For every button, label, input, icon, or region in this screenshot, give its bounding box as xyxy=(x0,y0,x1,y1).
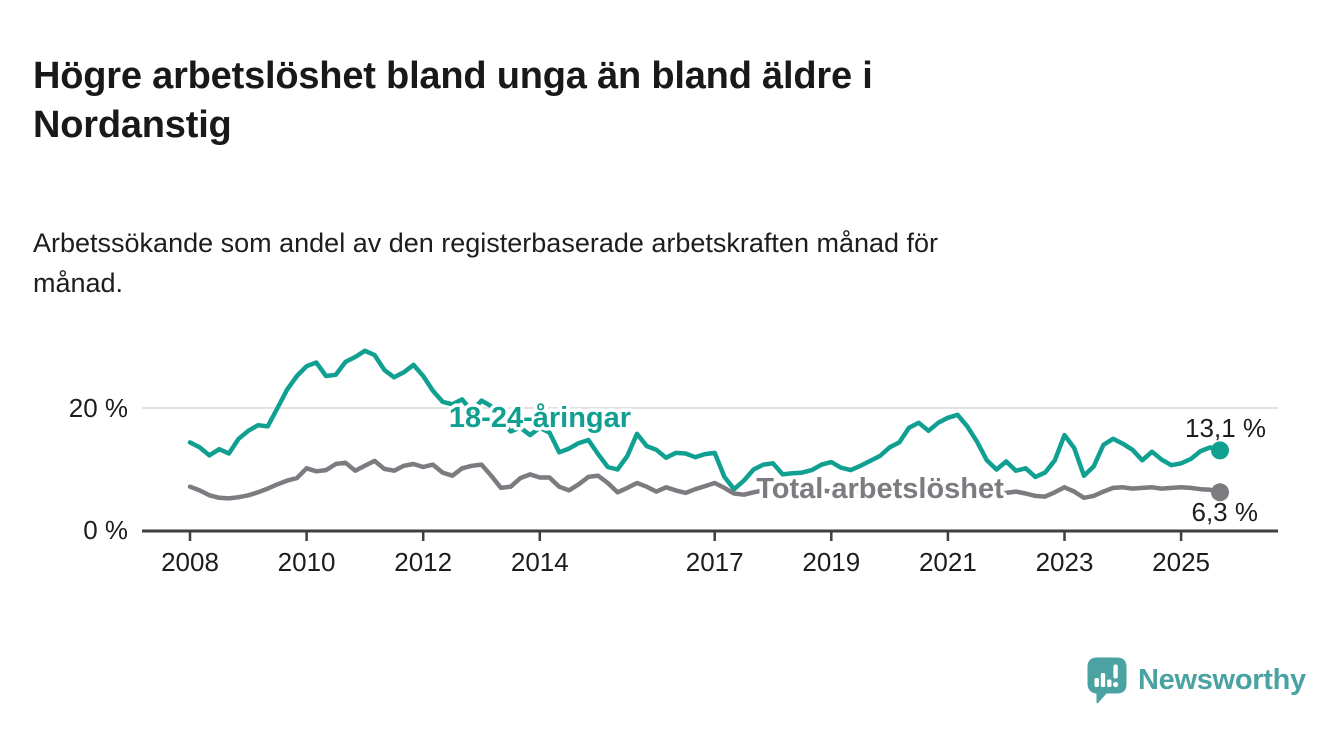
x-tick-label: 2012 xyxy=(394,547,452,577)
chart-subtitle: Arbetssökande som andel av den registerb… xyxy=(33,223,1233,303)
brand-footer: Newsworthy xyxy=(1087,657,1306,704)
y-tick-label-0: 0 % xyxy=(83,515,128,545)
series-end-dots xyxy=(1211,441,1229,502)
page-title-line-2: Nordanstig xyxy=(33,104,232,147)
brand-name: Newsworthy xyxy=(1138,664,1306,696)
end-value-label-young: 13,1 % xyxy=(1185,413,1266,443)
x-axis-ticks: 2008 2010 2012 2014 2017 2019 2021 2023 2025 xyxy=(161,532,1210,577)
series-label-young: 18-24-åringar xyxy=(449,402,631,434)
page-title: Högre arbetslöshet bland unga än bland ä… xyxy=(33,52,1213,150)
logo-bar-chart-glyph xyxy=(1094,664,1119,688)
unemployment-line-chart: 2008 2010 2012 2014 2017 2019 2021 2023 2025 20 … xyxy=(69,348,1278,577)
line-series-total xyxy=(187,458,1223,501)
x-tick-label: 2023 xyxy=(1036,547,1094,577)
x-tick-label: 2008 xyxy=(161,547,219,577)
series-group xyxy=(187,348,1223,501)
end-value-label-total: 6,3 % xyxy=(1192,497,1259,527)
chart-subtitle-line-1: Arbetssökande som andel av den registerb… xyxy=(33,228,939,258)
newsworthy-logo-icon xyxy=(1087,657,1127,704)
chart-subtitle-line-2: månad. xyxy=(33,268,124,298)
x-tick-label: 2010 xyxy=(278,547,336,577)
series-label-total: Total arbetslöshet xyxy=(756,473,1004,505)
y-tick-label-20: 20 % xyxy=(69,393,128,423)
logo-bubble-shape xyxy=(1087,657,1127,704)
x-tick-label: 2014 xyxy=(511,547,569,577)
line-series-young xyxy=(187,348,1223,492)
series-end-dot-young xyxy=(1211,441,1229,460)
x-tick-label: 2017 xyxy=(686,547,744,577)
x-tick-label: 2019 xyxy=(802,547,860,577)
series-end-dot-total xyxy=(1211,483,1229,502)
x-tick-label: 2025 xyxy=(1152,547,1210,577)
x-tick-label: 2021 xyxy=(919,547,977,577)
page-title-line-1: Högre arbetslöshet bland unga än bland ä… xyxy=(33,55,873,98)
